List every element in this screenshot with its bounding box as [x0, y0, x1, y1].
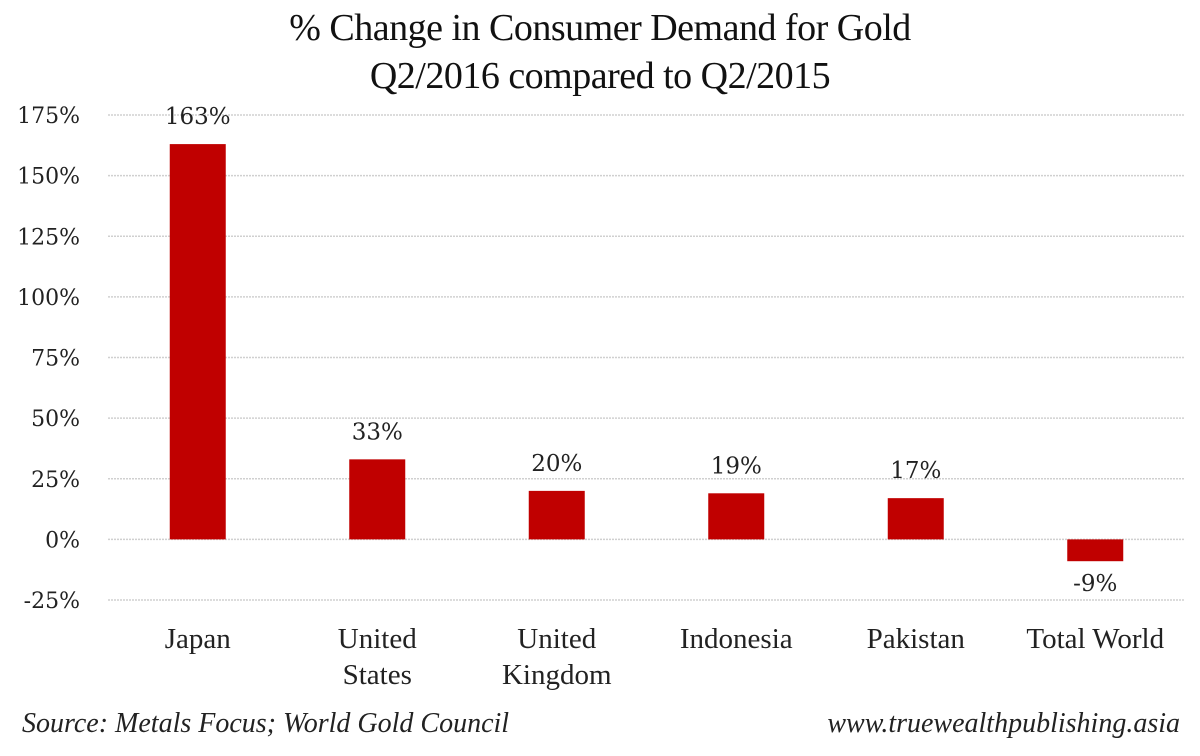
website-link[interactable]: www.truewealthpublishing.asia — [827, 708, 1180, 739]
data-label: 19% — [711, 453, 762, 479]
data-label: 163% — [165, 104, 231, 130]
x-axis-categories: Japan United States United Kingdom Indonesia P… — [165, 623, 1165, 691]
x-category-label: Pakistan — [867, 623, 966, 655]
y-tick-label: 175% — [17, 104, 80, 129]
x-category-label: Total World — [1026, 623, 1164, 655]
gridlines — [108, 114, 1185, 601]
x-category-label: United — [338, 623, 417, 655]
data-label: 20% — [531, 451, 582, 477]
y-tick-label: 125% — [17, 225, 80, 250]
bar-united-states — [349, 459, 406, 540]
y-tick-label: 150% — [17, 165, 80, 190]
x-category-label: United — [517, 623, 596, 655]
y-tick-label: 100% — [17, 286, 80, 311]
y-axis-ticks: -25% 0% 25% 50% 75% 100% 125% 150% 175% — [17, 104, 80, 614]
x-category-label: Indonesia — [680, 623, 793, 655]
bar-united-kingdom — [528, 490, 585, 540]
chart-subtitle: Q2/2016 compared to Q2/2015 — [369, 55, 831, 97]
x-category-label: States — [343, 659, 412, 691]
bar-total-world — [1067, 539, 1124, 562]
data-label: 17% — [890, 458, 941, 484]
bar-pakistan — [887, 498, 944, 540]
data-label: -9% — [1073, 571, 1117, 597]
x-category-label: Japan — [165, 623, 232, 655]
bar-japan — [169, 144, 226, 540]
y-tick-label: 75% — [31, 347, 80, 372]
x-category-label: Kingdom — [502, 659, 612, 691]
y-tick-label: -25% — [24, 589, 80, 614]
data-labels: 163% 33% 20% 19% 17% -9% — [165, 104, 1118, 597]
y-tick-label: 50% — [31, 407, 80, 432]
y-tick-label: 0% — [45, 528, 80, 553]
y-tick-label: 25% — [31, 468, 80, 493]
source-note: Source: Metals Focus; World Gold Council — [22, 708, 510, 739]
chart-title: % Change in Consumer Demand for Gold — [289, 7, 911, 49]
bars — [169, 144, 1124, 562]
data-label: 33% — [352, 419, 403, 445]
bar-indonesia — [708, 493, 765, 540]
